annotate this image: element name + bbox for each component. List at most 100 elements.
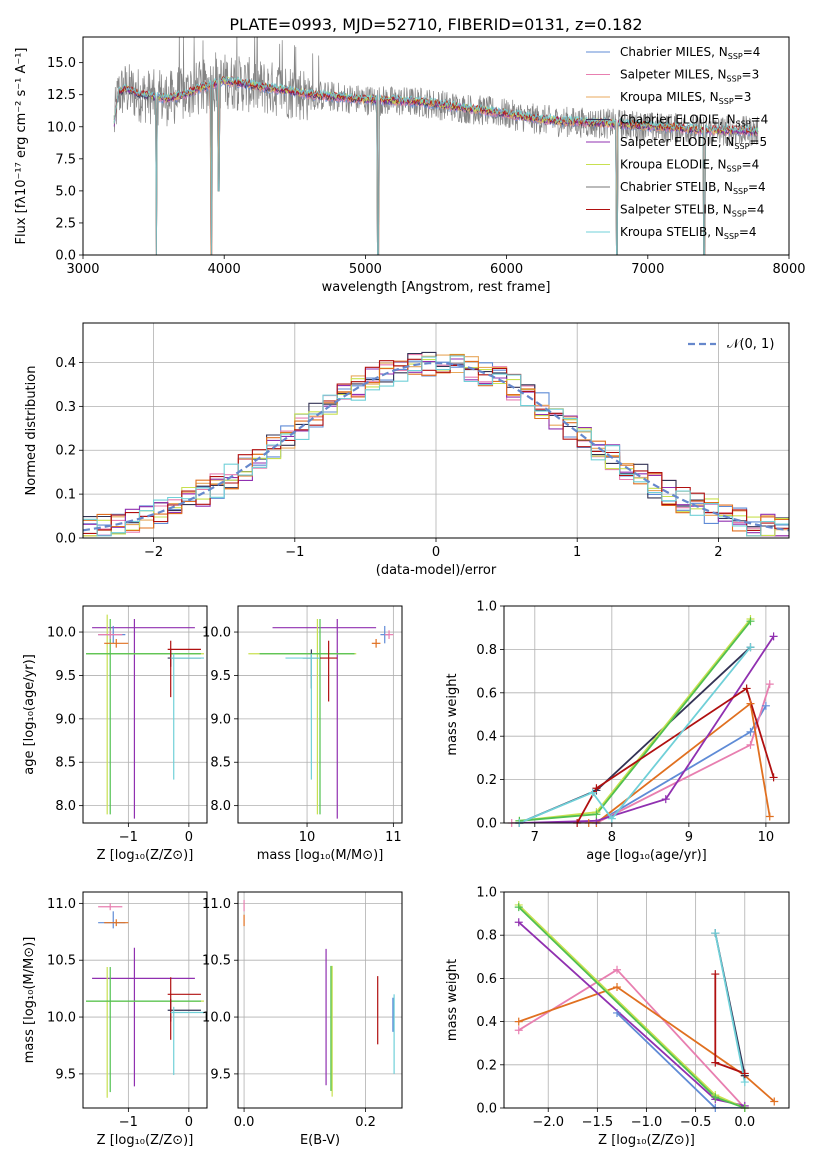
y-tick-label: 10.5 <box>202 954 231 969</box>
weight-series <box>511 683 771 823</box>
y-tick-label: 10.5 <box>47 954 76 969</box>
weight-point <box>740 1069 749 1078</box>
y-tick-label: 0.2 <box>476 1058 497 1073</box>
x-tick-label: −1.5 <box>582 1115 614 1130</box>
weight-point <box>661 795 670 804</box>
x-tick-label: 2 <box>714 545 722 560</box>
x-tick-label: −1.0 <box>631 1115 663 1130</box>
weight-point <box>613 965 622 974</box>
x-axis-label: (data-model)/error <box>376 563 497 578</box>
y-tick-label: 7.5 <box>55 152 76 167</box>
weight-point <box>769 773 778 782</box>
x-tick-label: 7 <box>531 830 539 845</box>
y-axis-label: Flux [fλ10⁻¹⁷ erg cm⁻² s⁻¹ A⁻¹] <box>14 48 29 245</box>
y-tick-label: 9.5 <box>55 1067 76 1082</box>
x-tick-label: 8000 <box>772 262 805 277</box>
panel-mass_vs_Z: −1 0 9.5 10.0 10.5 11.0 Z [log₁₀(Z/Z⊙)] mass [l… <box>22 891 208 1148</box>
axes-frame <box>503 891 790 1109</box>
weight-point <box>514 918 523 927</box>
weight-series <box>714 932 746 1083</box>
y-tick-label: 0.8 <box>476 643 497 658</box>
weight-point <box>746 643 755 652</box>
y-tick-label: 8.0 <box>210 799 231 814</box>
x-axis-label: wavelength [Angstrom, rest frame] <box>322 280 551 295</box>
x-tick-label: 6000 <box>490 262 523 277</box>
x-tick-label: −1 <box>285 545 304 560</box>
panel-mass_vs_ebv: 0.0 0.2 9.5 10.0 10.5 11.0 E(B-V) <box>202 891 403 1148</box>
y-tick-label: 0.0 <box>55 532 76 547</box>
x-tick-label: 1 <box>573 545 581 560</box>
y-tick-label: 11.0 <box>202 897 231 912</box>
x-tick-label: −1 <box>119 830 138 845</box>
x-tick-label: 3000 <box>66 262 99 277</box>
weight-point <box>613 1008 622 1017</box>
x-tick-label: 9 <box>685 830 693 845</box>
weight-point <box>742 684 751 693</box>
weight-point <box>514 1017 523 1026</box>
y-tick-label: 10.0 <box>47 626 76 641</box>
weight-series <box>616 1012 745 1108</box>
y-tick-label: 9.5 <box>55 669 76 684</box>
weight-point <box>746 727 755 736</box>
y-tick-label: 10.0 <box>202 1011 231 1026</box>
weight-point <box>514 1026 523 1035</box>
weight-point <box>765 812 774 821</box>
legend-entry: Salpeter MILES, NSSP=3 <box>620 68 759 84</box>
y-tick-label: 0.6 <box>476 686 497 701</box>
weight-point <box>711 970 720 979</box>
plot-area <box>86 903 204 1098</box>
weight-series <box>518 985 775 1103</box>
x-tick-label: 11 <box>385 830 402 845</box>
y-tick-label: 0.3 <box>55 400 76 415</box>
weight-point <box>711 1093 720 1102</box>
weight-point <box>592 810 601 819</box>
x-tick-label: 4000 <box>208 262 241 277</box>
axes-frame <box>82 891 208 1109</box>
x-tick-label: −0.5 <box>680 1115 712 1130</box>
x-axis-label: Z [log₁₀(Z/Z⊙)] <box>97 1133 194 1148</box>
y-tick-label: 10.0 <box>47 1011 76 1026</box>
panel-massweight_vs_Z: −2.0 −1.5 −1.0 −0.5 0.0 0.0 0.2 0.4 0.6 0.8 1.0 Z [… <box>445 886 790 1148</box>
x-tick-label: 0 <box>432 545 440 560</box>
weight-point <box>769 632 778 641</box>
y-tick-label: 0.0 <box>55 249 76 264</box>
weight-point <box>746 699 755 708</box>
x-tick-label: 8 <box>608 830 616 845</box>
weight-point <box>770 1097 779 1106</box>
panel-residuals: −2 −1 0 1 2 0.0 0.1 0.2 0.3 0.4 (data-model)/error… <box>24 322 790 578</box>
weight-point <box>592 784 601 793</box>
weight-point <box>711 929 720 938</box>
histogram-series <box>83 354 789 537</box>
weight-point <box>711 1058 720 1067</box>
legend-entry: Kroupa STELIB, NSSP=4 <box>620 225 757 241</box>
x-tick-label: −2 <box>144 545 163 560</box>
x-axis-label: mass [log₁₀(M/M⊙)] <box>257 848 384 863</box>
spectrum-line <box>113 37 759 255</box>
y-tick-label: 0.2 <box>55 444 76 459</box>
y-tick-label: 12.5 <box>47 88 76 103</box>
weight-series <box>518 968 746 1108</box>
y-tick-label: 0.0 <box>476 817 497 832</box>
y-tick-label: 11.0 <box>47 897 76 912</box>
plot-area <box>511 618 775 823</box>
y-tick-label: 0.4 <box>476 1015 497 1030</box>
y-tick-label: 0.2 <box>476 773 497 788</box>
plot-area <box>86 614 204 819</box>
y-tick-label: 0.8 <box>476 929 497 944</box>
x-tick-label: −2.0 <box>532 1115 564 1130</box>
y-tick-label: 10.0 <box>202 626 231 641</box>
y-tick-label: 15.0 <box>47 56 76 71</box>
y-tick-label: 0.0 <box>476 1102 497 1117</box>
y-axis-label: mass [log₁₀(M/M⊙)] <box>22 937 37 1064</box>
y-axis-label: mass weight <box>445 959 460 1041</box>
x-tick-label: 5000 <box>349 262 382 277</box>
legend-entry: Chabrier ELODIE, NSSP=4 <box>620 113 768 129</box>
x-tick-label: 0.0 <box>234 1115 255 1130</box>
axes-frame <box>82 322 790 539</box>
y-axis-label: mass weight <box>445 673 460 755</box>
y-tick-label: 9.5 <box>210 1067 231 1082</box>
x-axis-label: Z [log₁₀(Z/Z⊙)] <box>97 848 194 863</box>
x-tick-label: 0 <box>185 1115 193 1130</box>
y-axis-label: Normed distribution <box>24 366 39 496</box>
